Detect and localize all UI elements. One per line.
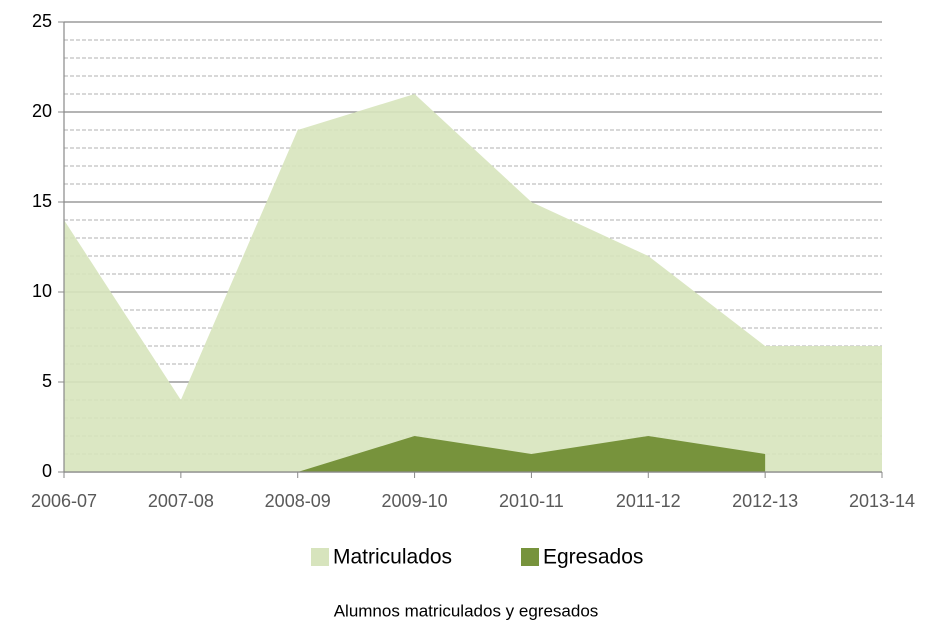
legend-label: Matriculados (333, 546, 452, 569)
x-tick-label: 2013-14 (849, 491, 915, 511)
x-tick-label: 2006-07 (31, 491, 97, 511)
areas (64, 94, 882, 472)
legend-swatch (311, 548, 329, 566)
area (64, 94, 882, 472)
x-tick-label: 2007-08 (148, 491, 214, 511)
legend-swatch (521, 548, 539, 566)
x-tick-label: 2012-13 (732, 491, 798, 511)
y-tick-label: 15 (32, 191, 52, 211)
y-tick-label: 20 (32, 101, 52, 121)
area (297, 436, 766, 472)
x-tick-label: 2008-09 (265, 491, 331, 511)
axes: 0 5 10 15 20 25 2006-07 2007-08 2008-09 2009-10 20… (31, 11, 915, 511)
y-tick-label: 10 (32, 281, 52, 301)
legend-label: Egresados (543, 546, 643, 569)
y-tick-label: 0 (42, 461, 52, 481)
x-tick-label: 2010-11 (499, 491, 564, 511)
x-tick-label: 2009-10 (382, 491, 448, 511)
x-tick-label: 2011-12 (616, 491, 681, 511)
chart-title: Alumnos matriculados y egresados (334, 601, 599, 620)
y-tick-label: 5 (42, 371, 52, 391)
y-tick-label: 25 (32, 11, 52, 31)
